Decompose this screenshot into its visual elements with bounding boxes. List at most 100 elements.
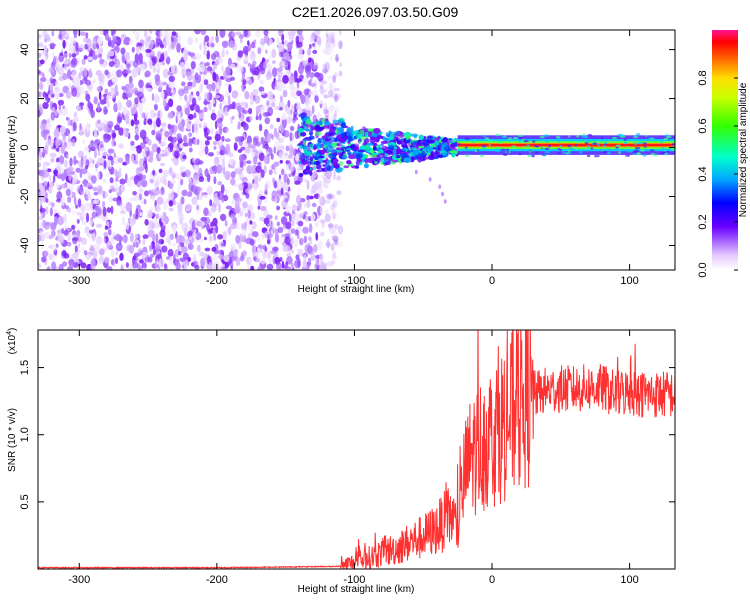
noise-speck bbox=[40, 85, 44, 91]
noise-speck bbox=[160, 162, 166, 167]
noise-speck bbox=[231, 90, 239, 99]
noise-speck bbox=[130, 119, 135, 127]
noise-speck bbox=[137, 102, 143, 112]
noise-speck bbox=[338, 38, 341, 48]
noise-speck bbox=[218, 254, 224, 260]
noise-speck bbox=[307, 47, 311, 56]
band-speck bbox=[495, 133, 500, 137]
noise-speck bbox=[135, 31, 140, 41]
noise-speck bbox=[171, 31, 177, 36]
transition-speck bbox=[374, 157, 379, 162]
noise-speck bbox=[277, 70, 283, 78]
noise-speck bbox=[67, 140, 72, 150]
noise-speck bbox=[260, 258, 266, 265]
transition-speck bbox=[347, 135, 353, 142]
noise-speck bbox=[158, 58, 162, 63]
transition-speck bbox=[338, 161, 344, 167]
noise-speck bbox=[193, 112, 197, 119]
noise-speck bbox=[151, 245, 155, 250]
noise-speck bbox=[278, 125, 282, 131]
noise-speck bbox=[326, 33, 329, 42]
noise-speck bbox=[281, 152, 285, 161]
noise-speck bbox=[188, 177, 192, 183]
band-speck bbox=[545, 140, 549, 143]
noise-speck bbox=[293, 87, 299, 92]
noise-speck bbox=[144, 190, 149, 197]
noise-speck bbox=[258, 86, 265, 92]
noise-speck bbox=[41, 198, 45, 203]
noise-speck bbox=[198, 112, 205, 119]
noise-speck bbox=[161, 81, 168, 86]
noise-speck bbox=[124, 115, 130, 123]
noise-speck bbox=[242, 109, 249, 115]
noise-speck bbox=[247, 62, 252, 67]
noise-speck bbox=[258, 123, 263, 132]
noise-speck bbox=[86, 122, 90, 133]
noise-speck bbox=[38, 109, 41, 118]
noise-speck bbox=[155, 38, 163, 45]
noise-speck bbox=[168, 128, 173, 137]
noise-speck bbox=[331, 235, 335, 241]
noise-speck bbox=[285, 183, 289, 191]
band-speck bbox=[616, 147, 619, 151]
noise-speck bbox=[186, 203, 193, 211]
noise-speck bbox=[218, 58, 224, 64]
noise-speck bbox=[333, 72, 339, 78]
noise-speck bbox=[77, 150, 84, 158]
noise-speck bbox=[81, 69, 85, 77]
noise-speck bbox=[290, 219, 295, 227]
noise-speck bbox=[93, 191, 99, 196]
noise-speck bbox=[222, 263, 225, 268]
band-speck bbox=[663, 137, 669, 141]
noise-speck bbox=[154, 204, 161, 213]
transition-speck bbox=[363, 138, 370, 144]
noise-speck bbox=[49, 83, 55, 92]
noise-speck bbox=[322, 262, 328, 267]
noise-speck bbox=[192, 232, 197, 239]
noise-speck bbox=[296, 30, 303, 35]
noise-speck bbox=[204, 145, 209, 155]
band-speck bbox=[661, 148, 668, 151]
noise-speck bbox=[287, 31, 291, 36]
noise-speck bbox=[284, 236, 291, 245]
noise-speck bbox=[150, 51, 155, 56]
transition-speck bbox=[437, 147, 441, 151]
noise-speck bbox=[300, 94, 306, 105]
transition-speck bbox=[403, 157, 412, 163]
band-speck bbox=[625, 154, 630, 157]
transition-speck bbox=[405, 136, 410, 140]
noise-speck bbox=[323, 94, 330, 99]
transition-speck bbox=[372, 145, 377, 151]
noise-speck bbox=[38, 103, 43, 109]
noise-speck bbox=[230, 76, 236, 81]
noise-speck bbox=[279, 137, 285, 143]
band-speck bbox=[567, 144, 571, 148]
noise-speck bbox=[332, 71, 337, 80]
noise-speck bbox=[75, 42, 79, 52]
band-speck bbox=[666, 150, 670, 153]
noise-speck bbox=[65, 91, 72, 99]
spectrogram-x-tick-label: -200 bbox=[206, 275, 228, 287]
noise-speck bbox=[39, 185, 45, 192]
transition-speck bbox=[388, 144, 395, 151]
noise-speck bbox=[331, 84, 338, 94]
noise-speck bbox=[139, 211, 143, 217]
noise-speck bbox=[224, 111, 229, 117]
noise-speck bbox=[73, 34, 77, 38]
noise-speck bbox=[38, 234, 42, 242]
noise-speck bbox=[143, 156, 148, 165]
straggler-speck bbox=[428, 177, 432, 182]
noise-speck bbox=[96, 223, 102, 228]
noise-speck bbox=[221, 135, 225, 142]
noise-speck bbox=[272, 177, 275, 184]
band-speck bbox=[575, 141, 581, 144]
snr-series bbox=[38, 330, 675, 569]
noise-speck bbox=[172, 136, 178, 143]
noise-speck bbox=[50, 93, 55, 98]
noise-speck bbox=[138, 250, 143, 256]
noise-speck bbox=[288, 159, 291, 170]
noise-speck bbox=[177, 203, 182, 210]
noise-speck bbox=[119, 252, 124, 261]
band-speck bbox=[464, 137, 470, 140]
noise-speck bbox=[218, 202, 221, 213]
